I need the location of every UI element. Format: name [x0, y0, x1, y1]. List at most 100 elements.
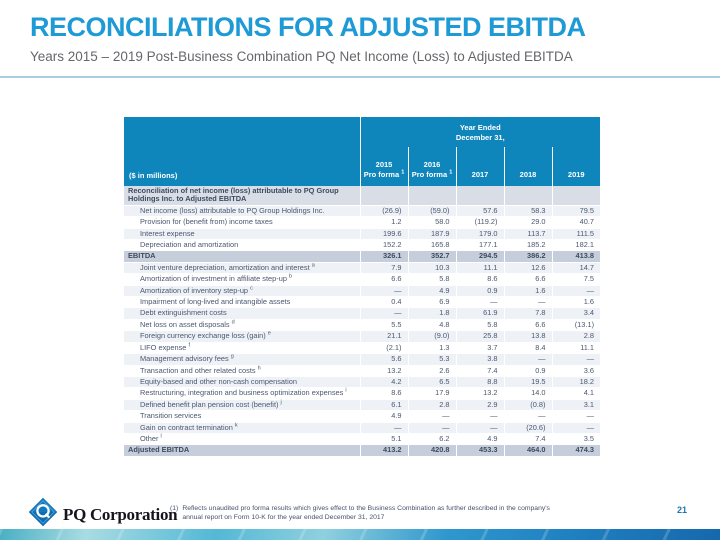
column-header-2019: 2019 — [551, 147, 601, 186]
cell-value: — — [503, 296, 552, 308]
table-row: Gain on contract termination k — — — (20.6) — — [124, 422, 601, 434]
row-label: Foreign currency exchange loss (gain) e — [124, 330, 360, 343]
cell-value: 6.6 — [503, 319, 552, 331]
cell-value: 14.0 — [503, 387, 552, 400]
cell-value: 113.7 — [503, 228, 552, 240]
cell-value: 10.3 — [407, 262, 456, 274]
table-header: ($ in millions) Year Ended December 31, … — [124, 117, 601, 186]
table-row: Interest expense 199.6 187.9 179.0 113.7 111.… — [124, 228, 601, 240]
cell-value: 1.6 — [503, 285, 552, 297]
group-header-line1: Year Ended — [459, 123, 501, 132]
cell-value: 14.7 — [551, 262, 601, 274]
cell-value: 1.2 — [359, 216, 408, 229]
cell-value: 13.2 — [359, 365, 408, 377]
cell-value — [503, 186, 552, 206]
cell-value: 57.6 — [455, 205, 504, 217]
table-row: Impairment of long-lived and intangible … — [124, 296, 601, 308]
cell-value: 3.4 — [551, 307, 601, 320]
cell-value: — — [455, 296, 504, 308]
column-group-header: Year Ended December 31, — [360, 117, 601, 147]
cell-value: 29.0 — [503, 216, 552, 229]
cell-value: 58.0 — [407, 216, 456, 229]
cell-value: 0.9 — [455, 285, 504, 297]
cell-value: 8.8 — [455, 376, 504, 388]
cell-value: 0.4 — [359, 296, 408, 308]
cell-value: 2.8 — [551, 330, 601, 343]
cell-value: — — [503, 353, 552, 365]
row-label: Net loss on asset disposals d — [124, 319, 360, 331]
row-label: Amortization of inventory step-up c — [124, 285, 360, 297]
cell-value: 413.8 — [551, 250, 601, 263]
cell-value: 294.5 — [455, 250, 504, 263]
cell-value: 182.1 — [551, 239, 601, 251]
cell-value: 420.8 — [407, 444, 456, 457]
cell-value: 0.9 — [503, 365, 552, 377]
cell-value: 185.2 — [503, 239, 552, 251]
cell-value: 6.1 — [359, 399, 408, 411]
page-subtitle: Years 2015 – 2019 Post-Business Combinat… — [30, 49, 573, 64]
cell-value: 3.8 — [455, 353, 504, 365]
row-label: LIFO expense f — [124, 342, 360, 354]
cell-value: 453.3 — [455, 444, 504, 457]
units-label-text: ($ in millions) — [129, 171, 178, 180]
cell-value: 8.6 — [359, 387, 408, 400]
cell-value: 6.6 — [503, 273, 552, 286]
footnote-marker: (1) — [170, 505, 179, 512]
row-label: Net income (loss) attributable to PQ Gro… — [124, 205, 360, 217]
table-row: Debt extinguishment costs —1.8 61.9 7.8 3.4 — [124, 307, 601, 320]
cell-value: — — [551, 285, 601, 297]
row-label: Amortization of investment in affiliate … — [124, 273, 360, 286]
table-row: Equity-based and other non-cash compensa… — [124, 376, 601, 388]
cell-value: 5.1 — [359, 433, 408, 445]
table-row: Transition services 4.9— — — — — [124, 410, 601, 423]
cell-value: 6.9 — [407, 296, 456, 308]
cell-value: 2.9 — [455, 399, 504, 411]
cell-value: 199.6 — [359, 228, 408, 240]
cell-value: (20.6) — [503, 422, 552, 434]
cell-value: 187.9 — [407, 228, 456, 240]
proforma-label: Pro forma 1 — [411, 169, 453, 179]
row-label: Joint venture depreciation, amortization… — [124, 262, 360, 274]
cell-value: — — [359, 285, 408, 297]
company-logo: PQ Corporation — [28, 497, 178, 532]
cell-value: 1.6 — [551, 296, 601, 308]
cell-value: — — [503, 410, 552, 423]
table-row: Provision for (benefit from) income taxe… — [124, 216, 601, 229]
cell-value: — — [551, 410, 601, 423]
cell-value: 165.8 — [407, 239, 456, 251]
units-label: ($ in millions) — [124, 117, 361, 186]
table-row: Defined benefit plan pension cost (benef… — [124, 399, 601, 411]
table-row: Other l 5.1 6.2 4.9 7.4 3.5 — [124, 433, 601, 445]
cell-value: 5.8 — [407, 273, 456, 286]
column-header-2018: 2018 — [503, 147, 552, 186]
cell-value: — — [407, 410, 456, 423]
cell-value: 7.4 — [455, 365, 504, 377]
cell-value: 5.8 — [455, 319, 504, 331]
cell-value: 4.9 — [407, 285, 456, 297]
cell-value: — — [407, 422, 456, 434]
cell-value: 1.3 — [407, 342, 456, 354]
pq-logo-icon — [28, 497, 58, 532]
row-label: Impairment of long-lived and intangible … — [124, 296, 360, 308]
cell-value: 8.4 — [503, 342, 552, 354]
table-row: Depreciation and amortization 152.2 165.8 1… — [124, 239, 601, 251]
cell-value: 13.8 — [503, 330, 552, 343]
header-divider — [0, 76, 720, 78]
cell-value: 6.5 — [407, 376, 456, 388]
cell-value: 79.5 — [551, 205, 601, 217]
company-logo-text: PQ Corporation — [63, 504, 178, 524]
cell-value: 352.7 — [407, 250, 456, 263]
cell-value: 3.6 — [551, 365, 601, 377]
section-row: Reconciliation of net income (loss) attr… — [124, 186, 601, 206]
row-label: Adjusted EBITDA — [124, 444, 360, 457]
cell-value: 21.1 — [359, 330, 408, 343]
table-row: Net loss on asset disposals d 5.5 4.8 5.8 6.… — [124, 319, 601, 331]
column-header-2015: 2015 Pro forma 1 — [360, 147, 408, 186]
cell-value: — — [359, 422, 408, 434]
year-label: 2017 — [471, 170, 489, 179]
subtotal-row: Adjusted EBITDA 413.2 420.8 453.3 464.0 474.3 — [124, 444, 601, 457]
cell-value: — — [455, 410, 504, 423]
cell-value — [455, 186, 504, 206]
